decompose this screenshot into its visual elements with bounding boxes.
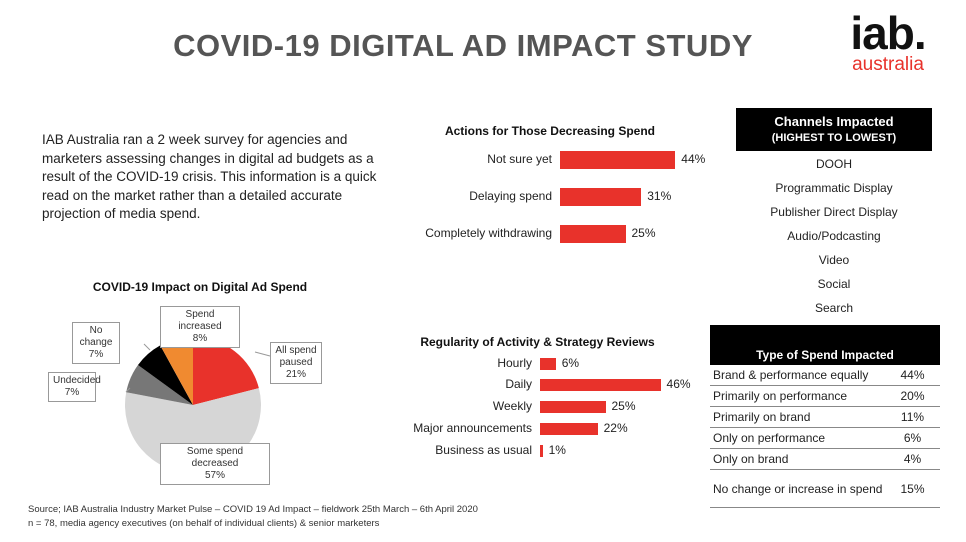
bar-value-label: 1% [548,443,566,457]
table-cell-value: 44% [900,368,925,382]
table-cell-label: Primarily on performance [713,389,848,403]
bar-label: Major announcements [413,421,532,435]
channels-subtitle: (HIGHEST TO LOWEST) [771,132,897,144]
iab-australia-logo: iab. australia [838,10,938,74]
bar-label: Weekly [492,399,532,413]
source-line-2: n = 78, media agency executives (on beha… [28,518,380,529]
pie-label-value: 7% [88,349,104,360]
bar-label: Not sure yet [487,152,552,166]
bar-value-label: 6% [561,356,580,370]
pie-label-name: Spend increased [178,309,222,332]
table-cell-label: No change or increase in spend [713,481,883,496]
pie-label-value: 7% [64,387,80,398]
bar-value-label: 25% [611,399,636,413]
table-cell-value: 15% [900,481,925,496]
bar-value-label: 46% [666,377,691,391]
pie-data-label: All spend paused 21% [270,342,322,384]
table-cell-label: Brand & performance equally [713,368,869,382]
pie-data-label: No change 7% [72,322,120,364]
table-cell-value: 20% [900,389,925,403]
source-note: Source; IAB Australia Industry Market Pu… [28,503,478,531]
table-cell-label: Only on performance [713,431,826,445]
bar-label: Delaying spend [469,189,552,203]
bar-value-label: 22% [603,421,628,435]
pie-label-value: 21% [285,369,306,380]
regularity-chart-title: Regularity of Activity & Strategy Review… [420,335,655,349]
bar-label: Completely withdrawing [425,226,552,240]
pie-label-name: Undecided [53,375,101,386]
pie-data-label: Undecided 7% [48,372,101,402]
intro-text: IAB Australia ran a 2 week survey for ag… [42,132,377,221]
type-table-header: Type of Spend Impacted [710,325,940,365]
pie-label-name: Some spend decreased [186,446,244,469]
pie-slice [193,337,259,405]
table-cell-value: 4% [903,452,922,466]
table-row: Brand & performance equally 44% [710,365,940,386]
bar-label: Daily [505,377,532,391]
pie-label-name: All spend paused [275,345,317,368]
table-row: Only on performance 6% [710,428,940,449]
channel-item: Audio/Podcasting [787,229,881,243]
bar [560,188,642,206]
pie-chart [124,337,271,474]
logo-text: iab. [850,7,926,59]
table-row: Primarily on performance 20% [710,386,940,407]
bar [540,423,598,435]
pie-label-value: 8% [192,333,208,344]
bar [540,401,606,413]
page-title: COVID-19 DIGITAL AD IMPACT STUDY [173,28,753,63]
channels-title: Channels Impacted [774,114,894,129]
channel-item: Social [817,277,851,291]
channel-item: Publisher Direct Display [770,205,898,219]
channel-item: Programmatic Display [775,181,893,195]
source-line-1: Source; IAB Australia Industry Market Pu… [28,504,478,515]
pie-slice [137,345,193,405]
table-cell-label: Only on brand [713,452,789,466]
channel-item: Video [818,253,850,267]
pie-label-name: No change [79,325,113,348]
pie-data-label: Some spend decreased 57% [160,443,270,485]
table-row: Only on brand 4% [710,449,940,470]
channel-item: DOOH [816,157,852,171]
pie-leader-line [143,343,151,351]
table-cell-value: 11% [900,410,925,424]
actions-chart-title: Actions for Those Decreasing Spend [444,124,656,138]
pie-leader-line [254,351,271,357]
bar [540,379,661,391]
bar [540,445,543,457]
bar [560,151,676,169]
bar [540,358,556,370]
bar [560,225,626,243]
table-row: Primarily on brand 11% [710,407,940,428]
bar-label: Hourly [497,356,532,370]
table-row: No change or increase in spend 15% [710,470,940,508]
logo-sub: australia [852,54,924,75]
table-cell-value: 6% [903,431,922,445]
pie-title: COVID-19 Impact on Digital Ad Spend [92,280,308,294]
table-cell-label: Primarily on brand [713,410,811,424]
pie-label-value: 57% [204,470,225,481]
channel-item: Search [814,301,854,315]
channels-header: Channels Impacted (HIGHEST TO LOWEST) [736,108,932,151]
bar-value-label: 44% [681,152,706,166]
bar-value-label: 31% [647,189,672,203]
pie-data-label: Spend increased 8% [160,306,240,348]
pie-slice [126,365,193,405]
bar-label: Business as usual [435,443,532,457]
pie-slice [160,337,193,405]
pie-leader-line [125,387,131,393]
bar-value-label: 25% [631,226,656,240]
